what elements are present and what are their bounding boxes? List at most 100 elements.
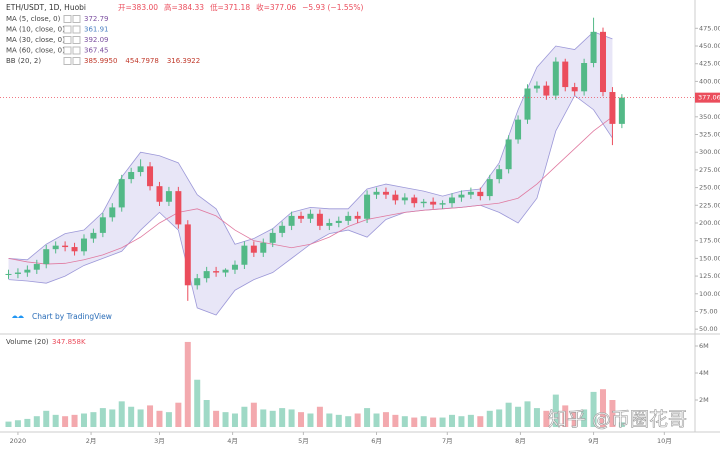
indicators: MA (5, close, 0) 372.79 MA (10, close, 0) 3…: [6, 15, 200, 65]
branding-text[interactable]: Chart by TradingView: [32, 312, 112, 321]
volume-bar: [5, 421, 12, 428]
volume-bar: [316, 406, 323, 428]
indicator-value: 367.45: [84, 47, 109, 55]
volume-bar: [552, 394, 559, 428]
candle-body: [241, 245, 248, 265]
volume-bar: [298, 412, 305, 428]
volume-bar: [618, 422, 625, 428]
volume-bar: [52, 414, 59, 428]
last-price-tag: [695, 92, 720, 103]
indicator-settings[interactable]: [72, 57, 81, 65]
volume-bar: [524, 401, 531, 428]
candle-body: [599, 31, 606, 93]
volume-bar: [486, 410, 493, 428]
volume-bar: [449, 414, 456, 428]
y-tick-label: 450.00: [699, 42, 720, 50]
indicator-toggle[interactable]: [63, 36, 72, 44]
candle-body: [43, 249, 50, 265]
candle-body: [250, 245, 257, 253]
volume-bar: [184, 341, 191, 428]
volume-bar: [90, 412, 97, 428]
volume-bar: [137, 409, 144, 428]
candle-body: [128, 172, 135, 180]
volume-bar: [147, 405, 154, 428]
volume-bar: [420, 416, 427, 428]
x-tick-label: 6月: [371, 437, 382, 445]
branding[interactable]: Chart by TradingView: [12, 312, 112, 321]
symbol[interactable]: ETH/USDT, 1D, Huobi: [6, 3, 86, 12]
volume-bar: [250, 402, 257, 428]
x-tick-label: 10月: [657, 437, 672, 445]
quotes: 开=383.00 高=384.33 低=371.18 收=377.06 −5.93 (−…: [118, 2, 364, 12]
candle-body: [175, 191, 182, 225]
indicator-settings[interactable]: [72, 36, 81, 44]
candle-body: [213, 271, 220, 273]
volume-bar: [109, 409, 116, 428]
candle-body: [345, 215, 352, 221]
quote: 收=377.06: [256, 2, 296, 12]
indicator-value: 361.91: [84, 26, 109, 34]
volume-bar: [562, 405, 569, 428]
volume-bar: [203, 400, 210, 428]
quote: 低=371.18: [210, 2, 250, 12]
volume-bar: [194, 379, 201, 428]
volume-bar: [231, 413, 238, 428]
indicator-settings[interactable]: [72, 15, 81, 23]
indicator-toggle[interactable]: [63, 57, 72, 65]
volume-bar: [496, 409, 503, 428]
volume-tick-label: 4M: [699, 369, 709, 377]
indicator-settings[interactable]: [72, 46, 81, 55]
candle-body: [618, 97, 625, 124]
candle-body: [118, 179, 125, 208]
volume-bar: [241, 406, 248, 428]
candle-body: [307, 213, 314, 219]
indicator-name: MA (10, close, 0): [6, 26, 65, 34]
candle-body: [609, 92, 616, 124]
indicator-toggle[interactable]: [63, 46, 72, 55]
indicator-value: 372.79: [84, 15, 109, 23]
volume-name: Volume (20): [6, 338, 49, 346]
x-tick-label: 7月: [442, 437, 453, 445]
volume-bar: [571, 412, 578, 428]
volume-bar: [33, 416, 40, 428]
volume-bar: [43, 410, 50, 428]
volume-bar: [269, 410, 276, 428]
volume-bar: [581, 409, 588, 428]
volume-bar: [222, 412, 229, 428]
volume-bar: [307, 413, 314, 428]
candle-body: [533, 85, 540, 89]
candle-body: [392, 194, 399, 201]
y-tick-label: 475.00: [699, 24, 720, 32]
indicator-settings[interactable]: [72, 25, 81, 34]
candle-body: [373, 191, 380, 195]
candle-body: [71, 247, 78, 252]
watermark: 知乎 @币圈花哥: [548, 409, 687, 431]
volume-bar: [326, 413, 333, 428]
candle-body: [90, 232, 97, 239]
candle-body: [298, 215, 305, 219]
volume-bar: [515, 406, 522, 428]
volume-bar: [118, 401, 125, 428]
volume-bar: [430, 417, 437, 428]
candle-body: [505, 139, 512, 170]
volume-bar: [411, 417, 418, 428]
volume-bar: [439, 417, 446, 428]
volume-tick-label: 6M: [699, 342, 709, 350]
volume-bar: [382, 412, 389, 428]
y-tick-label: 250.00: [699, 184, 720, 192]
bb-upper: [8, 31, 613, 261]
candle-body: [382, 191, 389, 195]
volume-bar: [288, 409, 295, 428]
candle-body: [354, 215, 361, 219]
y-tick-label: 400.00: [699, 77, 720, 85]
indicator-toggle[interactable]: [63, 25, 72, 34]
volume-bar: [392, 414, 399, 428]
volume-bar: [599, 389, 606, 428]
indicator-toggle[interactable]: [63, 15, 72, 23]
volume-bar: [458, 416, 465, 428]
y-tick-label: 275.00: [699, 166, 720, 174]
volume-bar: [373, 413, 380, 428]
y-tick-label: 75.00: [699, 307, 718, 315]
volume-bar: [609, 400, 616, 428]
